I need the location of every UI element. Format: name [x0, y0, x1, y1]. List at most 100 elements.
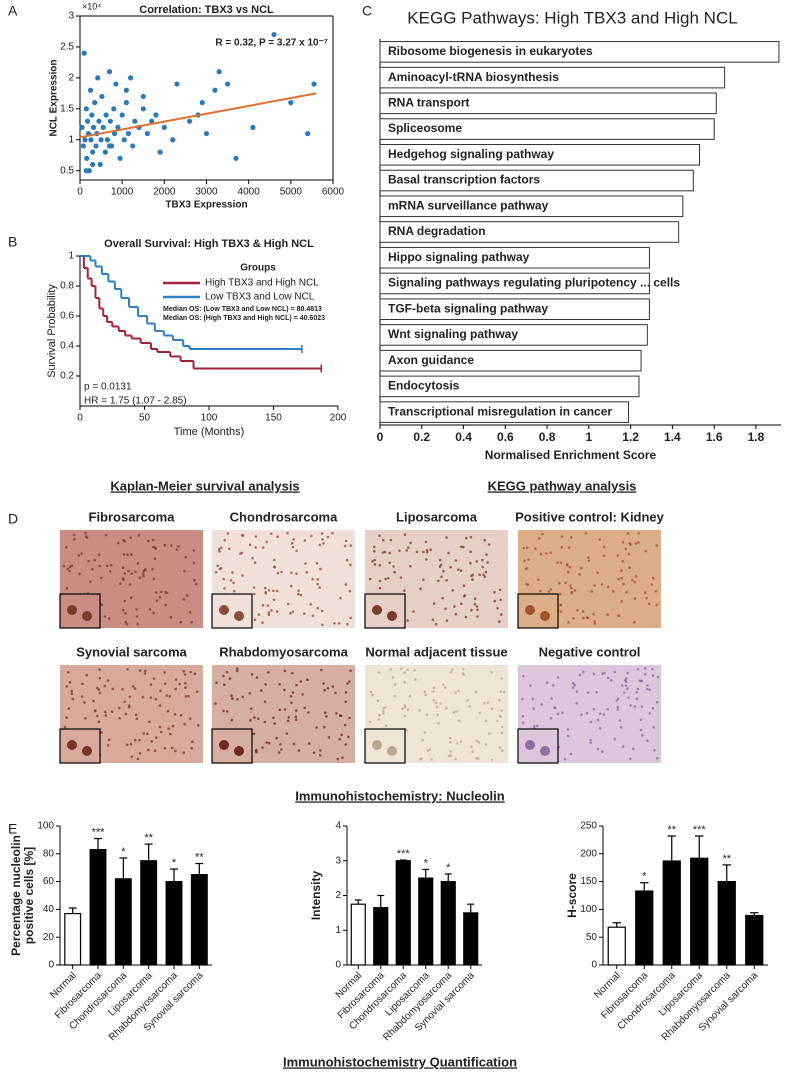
nucleus — [63, 725, 67, 729]
nucleus — [644, 591, 647, 594]
nucleus — [222, 577, 225, 581]
x-tick-label: 1.6 — [706, 430, 723, 444]
nucleus — [306, 678, 309, 681]
inset-nucleus — [67, 740, 77, 750]
x-tick-label: 1.2 — [622, 430, 639, 444]
nucleus — [567, 570, 570, 574]
nucleus — [327, 736, 331, 739]
nucleus — [129, 536, 132, 540]
nucleus — [624, 547, 627, 551]
nucleus — [177, 545, 180, 548]
nucleus — [639, 718, 643, 722]
nucleus — [567, 546, 571, 549]
nucleus — [424, 540, 428, 544]
nucleus — [344, 743, 348, 746]
nucleus — [254, 535, 258, 538]
nucleus — [108, 570, 112, 573]
nucleus — [556, 712, 560, 716]
nucleus — [134, 570, 137, 574]
nucleus — [97, 720, 101, 723]
nucleus — [559, 603, 563, 607]
bar-label: RNA transport — [388, 96, 470, 110]
nucleus — [295, 572, 298, 575]
x-tick-label: 50 — [139, 413, 151, 424]
bar — [373, 907, 389, 966]
nucleus — [70, 689, 73, 693]
nucleus — [192, 561, 196, 565]
nucleus — [253, 592, 256, 596]
scatter-point — [123, 100, 129, 106]
nucleus — [136, 622, 139, 626]
nucleus — [65, 545, 68, 549]
y-tick-label: 4 — [335, 821, 341, 832]
y-tick-label: 2.5 — [60, 42, 74, 53]
image-title: Rhabdomyosarcoma — [219, 644, 348, 659]
nucleus — [308, 742, 311, 745]
nucleus — [634, 542, 638, 545]
nucleus — [576, 609, 579, 612]
nucleus — [589, 720, 593, 724]
bar-label: Signaling pathways regulating pluripoten… — [388, 276, 680, 290]
nucleus — [255, 676, 259, 679]
nucleus — [488, 732, 491, 735]
nucleus — [377, 671, 381, 674]
nucleus — [135, 717, 139, 721]
nucleus — [426, 749, 430, 752]
nucleus — [341, 756, 344, 760]
panel-label: A — [8, 3, 18, 19]
nucleus — [633, 705, 637, 708]
inset-nucleus — [67, 605, 77, 615]
nucleus — [273, 558, 276, 562]
nucleus — [620, 684, 624, 687]
nucleus — [346, 682, 349, 685]
nucleus — [621, 540, 625, 544]
nucleus — [545, 681, 549, 685]
nucleus — [609, 679, 613, 682]
nucleus — [283, 669, 287, 673]
nucleus — [501, 725, 504, 729]
nucleus — [100, 731, 103, 734]
x-tick-label: 3000 — [195, 187, 218, 198]
nucleus — [155, 599, 159, 603]
nucleus — [252, 732, 256, 736]
nucleus — [393, 683, 397, 687]
scatter-point — [100, 124, 106, 130]
nucleus — [613, 737, 617, 741]
nucleus — [470, 608, 473, 612]
y-tick-label: 0.8 — [60, 281, 74, 292]
nucleus — [189, 717, 192, 720]
nucleus — [240, 534, 244, 537]
nucleus — [483, 538, 486, 542]
scatter-point — [174, 81, 180, 87]
nucleus — [656, 757, 659, 760]
y-tick-label: 40 — [43, 904, 55, 915]
inset-nucleus — [234, 746, 244, 756]
nucleus — [289, 695, 293, 698]
nucleus — [278, 708, 282, 712]
nucleus — [273, 722, 276, 725]
nucleus — [348, 680, 351, 683]
y-tick-label: 250 — [580, 821, 597, 832]
scatter-point — [115, 124, 121, 130]
nucleus — [654, 589, 658, 593]
y-axis-label: Percentage nucleolin — [9, 835, 23, 956]
nucleus — [183, 569, 186, 573]
nucleus — [270, 609, 273, 612]
inset-nucleus — [387, 746, 397, 756]
nucleus — [222, 709, 225, 713]
nucleus — [403, 705, 407, 709]
inset-nucleus — [82, 746, 92, 756]
nucleus — [287, 716, 291, 719]
nucleus — [218, 548, 221, 551]
nucleus — [340, 733, 344, 737]
nucleus — [419, 758, 422, 761]
nucleus — [620, 569, 623, 572]
nucleus — [445, 706, 448, 710]
nucleus — [148, 608, 152, 611]
nucleus — [232, 581, 235, 585]
bar-label: mRNA surveillance pathway — [388, 198, 549, 212]
nucleus — [451, 589, 455, 592]
nucleus — [81, 682, 84, 686]
nucleus — [432, 690, 435, 693]
nucleus — [478, 711, 482, 715]
